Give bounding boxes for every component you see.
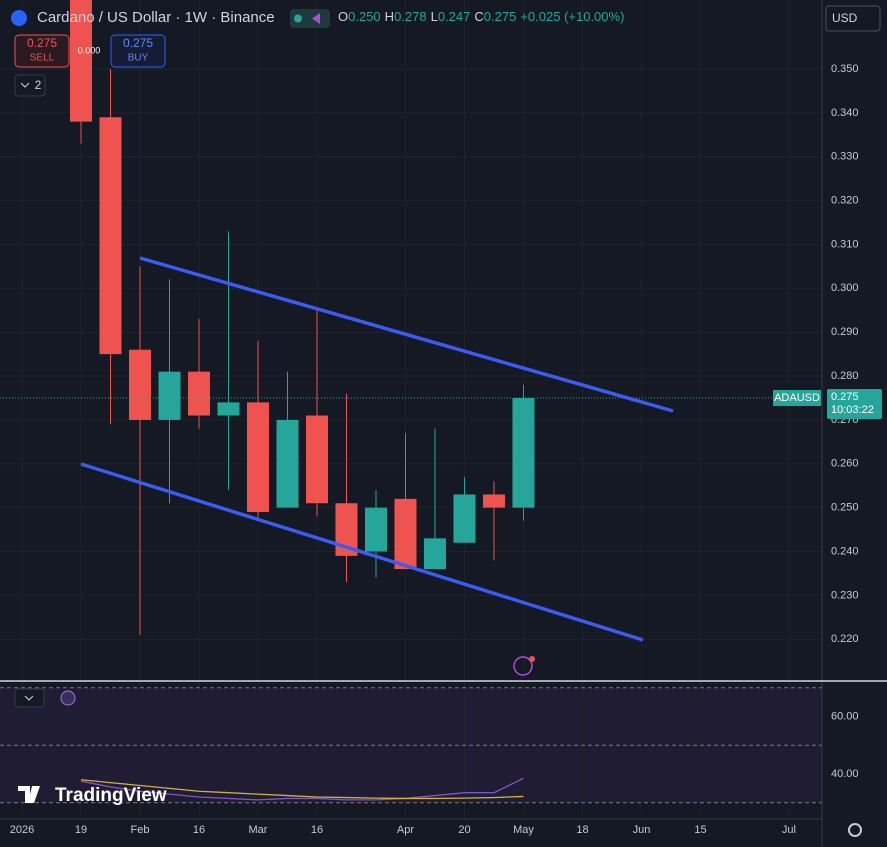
rsi-icon[interactable]	[60, 690, 76, 706]
price-tag	[827, 388, 882, 419]
rsi-line	[80, 779, 524, 800]
y-tick-label: 0.240	[831, 545, 859, 557]
currency-button[interactable]	[825, 5, 881, 32]
y-tick-label: 0.350	[831, 63, 859, 75]
ohlc-key: L	[431, 9, 438, 24]
symbol-tag	[773, 389, 821, 406]
x-tick-label: 18	[576, 824, 588, 836]
ohlc-value: 0.247	[438, 9, 471, 24]
candle-body	[335, 503, 358, 556]
symbol-title: Cardano / US Dollar · 1W · Binance	[37, 9, 275, 26]
candle-body	[217, 402, 240, 416]
candle-body	[423, 538, 446, 570]
candle-body	[276, 419, 299, 508]
y-tick-label: 0.250	[831, 502, 859, 514]
icon	[24, 695, 34, 701]
x-tick-label: 16	[311, 824, 323, 836]
ohlc-value: 0.275	[484, 9, 517, 24]
trendline	[139, 256, 674, 413]
candle-body	[158, 371, 181, 420]
x-tick-label: Jun	[633, 824, 651, 836]
ohlc-key: C	[474, 9, 483, 24]
y-tick-label: 40.00	[831, 768, 859, 780]
x-tick-label: Apr	[397, 824, 414, 836]
ohlc-key: O	[338, 9, 348, 24]
x-tick-label: 19	[75, 824, 87, 836]
icon	[294, 14, 302, 23]
currency: USD	[832, 11, 858, 25]
rsi-line	[80, 777, 524, 801]
sell-price: 0.275	[27, 36, 57, 50]
alert-icon[interactable]	[513, 656, 533, 676]
y-tick-label: 0.290	[831, 326, 859, 338]
y-tick-label: 0.310	[831, 238, 859, 250]
icon	[529, 656, 535, 662]
candle-body	[128, 349, 151, 420]
candle-body	[99, 117, 122, 355]
x-tick-label: 15	[694, 824, 706, 836]
y-tick-label: 0.280	[831, 370, 859, 382]
symbol-logo	[11, 10, 27, 26]
icon	[312, 13, 320, 24]
symbol-label: ADAUSD	[774, 392, 820, 404]
sell-label: SELL	[30, 53, 55, 64]
x-tick-label: 2026	[10, 824, 34, 836]
axes: 2026 19 Feb 16 Mar 16 Apr 20 May 18 Jun 15 Jul 0.220 0…	[10, 63, 882, 836]
candle-body	[305, 415, 328, 504]
candle-body	[453, 494, 476, 543]
candle-body	[512, 397, 535, 508]
buy-button[interactable]	[110, 34, 166, 68]
indicator-count: 2	[35, 78, 42, 92]
x-tick-label: Mar	[249, 824, 268, 836]
y-tick-label: 0.300	[831, 282, 859, 294]
candle-body	[364, 507, 387, 552]
icon	[20, 82, 30, 88]
buy-price: 0.275	[123, 36, 153, 50]
spread: 0.000	[78, 45, 101, 55]
y-tick-label: 0.230	[831, 589, 859, 601]
ohlc: O0.250 H0.278 L0.247 C0.275 +0.025 (+10.00%)	[338, 9, 624, 24]
settings[interactable]	[848, 823, 862, 837]
ohlc-key: H	[385, 9, 394, 24]
candle-body	[187, 371, 210, 416]
ohlc-value: 0.278	[394, 9, 427, 24]
price-pane	[0, 0, 822, 635]
countdown: 10:03:22	[831, 404, 874, 416]
y-tick-label: 0.260	[831, 458, 859, 470]
x-tick-label: 16	[193, 824, 205, 836]
sell-button[interactable]	[14, 34, 70, 68]
y-tick-label: 60.00	[831, 710, 859, 722]
rsi-collapse[interactable]	[14, 688, 45, 708]
candle-body	[394, 498, 417, 570]
trendlines	[80, 256, 674, 642]
x-tick-label: Jul	[782, 824, 796, 836]
x-tick-label: 20	[458, 824, 470, 836]
x-tick-label: Feb	[131, 824, 150, 836]
candle-body	[70, 0, 93, 122]
candle-body	[482, 494, 505, 508]
y-tick-label: 0.340	[831, 107, 859, 119]
buy-label: BUY	[128, 53, 149, 64]
y-tick-label: 0.330	[831, 151, 859, 163]
tv-logo-mark	[18, 786, 40, 803]
last-price: 0.275	[831, 391, 859, 403]
rsi-pane	[0, 687, 822, 804]
trendline	[80, 462, 644, 642]
indicators-collapse[interactable]	[14, 74, 46, 97]
ohlc-value: 0.250	[348, 9, 381, 24]
tv-logo: TradingView	[55, 785, 167, 806]
y-tick-label: 0.220	[831, 633, 859, 645]
candle-body	[246, 402, 269, 513]
change: +0.025 (+10.00%)	[520, 9, 624, 24]
y-tick-label: 0.320	[831, 195, 859, 207]
x-tick-label: May	[513, 824, 534, 836]
